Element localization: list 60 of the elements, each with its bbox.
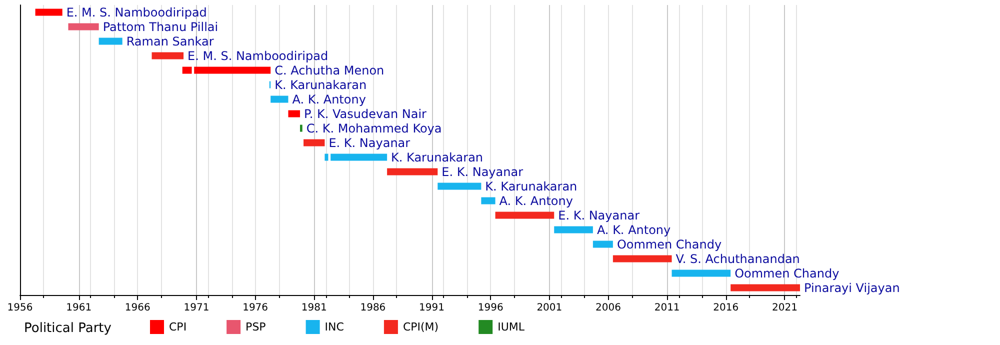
legend-title: Political Party xyxy=(24,321,112,336)
data-label: E. K. Nayanar xyxy=(442,164,524,179)
bar xyxy=(68,23,99,30)
x-tick-label: 2011 xyxy=(654,302,680,314)
x-tick-label: 1991 xyxy=(419,302,444,314)
x-tick-label: 1996 xyxy=(478,302,504,314)
data-label: E. M. S. Namboodiripad xyxy=(188,48,328,63)
x-tick-label: 1966 xyxy=(124,302,150,314)
bar xyxy=(98,38,122,45)
data-label: C. K. Mohammed Koya xyxy=(306,121,442,136)
bar xyxy=(438,182,482,190)
data-label: A. K. Antony xyxy=(596,222,671,237)
x-tick-label: 1981 xyxy=(301,302,327,314)
data-label: K. Karunakaran xyxy=(274,78,367,92)
data-label: E. M. S. Namboodiripad xyxy=(66,5,207,20)
x-tick-label: 2021 xyxy=(772,302,798,314)
x-tick-label: 1976 xyxy=(242,302,268,314)
data-label: V. S. Achuthanandan xyxy=(676,252,800,266)
legend-label: CPI xyxy=(169,320,187,334)
legend-label: IUML xyxy=(498,320,526,334)
x-tick-label: 2001 xyxy=(536,302,562,314)
data-label: P. K. Vasudevan Nair xyxy=(304,106,427,121)
data-label: E. K. Nayanar xyxy=(558,208,640,222)
bar xyxy=(194,66,271,74)
bar xyxy=(330,154,388,161)
legend-label: PSP xyxy=(246,320,266,334)
bar xyxy=(288,110,300,118)
data-label: K. Karunakaran xyxy=(391,150,484,164)
legend-label: CPI(M) xyxy=(402,320,439,334)
data-label: E. K. Nayanar xyxy=(328,136,410,150)
data-label: Pinarayi Vijayan xyxy=(804,280,900,295)
bar xyxy=(270,96,288,103)
bar xyxy=(387,168,438,176)
bar xyxy=(304,139,325,146)
bar xyxy=(612,255,672,262)
x-tick-label: 1956 xyxy=(7,302,33,314)
data-label: Raman Sankar xyxy=(126,34,214,48)
bar xyxy=(730,284,800,292)
x-tick-label: 2006 xyxy=(596,302,621,314)
data-label: Oommen Chandy xyxy=(734,266,840,280)
x-tick-label: 1961 xyxy=(66,302,92,314)
data-label: Oommen Chandy xyxy=(616,237,722,252)
x-tick-label: 1971 xyxy=(184,302,210,314)
bar xyxy=(481,197,496,204)
bar xyxy=(672,270,731,277)
legend-label: INC xyxy=(324,320,344,334)
x-tick-label: 1986 xyxy=(360,302,386,314)
data-label: A. K. Antony xyxy=(499,194,573,208)
bar xyxy=(152,52,184,60)
bar xyxy=(495,212,554,219)
bar xyxy=(592,240,613,248)
x-tick-label: 2016 xyxy=(713,302,739,314)
data-label: K. Karunakaran xyxy=(485,179,578,194)
bar xyxy=(35,8,62,16)
data-label: A. K. Antony xyxy=(292,92,366,106)
bar xyxy=(324,154,328,161)
bar xyxy=(554,226,593,234)
data-label: C. Achutha Menon xyxy=(274,63,384,78)
data-label: Pattom Thanu Pillai xyxy=(102,20,218,34)
bar xyxy=(182,66,192,74)
